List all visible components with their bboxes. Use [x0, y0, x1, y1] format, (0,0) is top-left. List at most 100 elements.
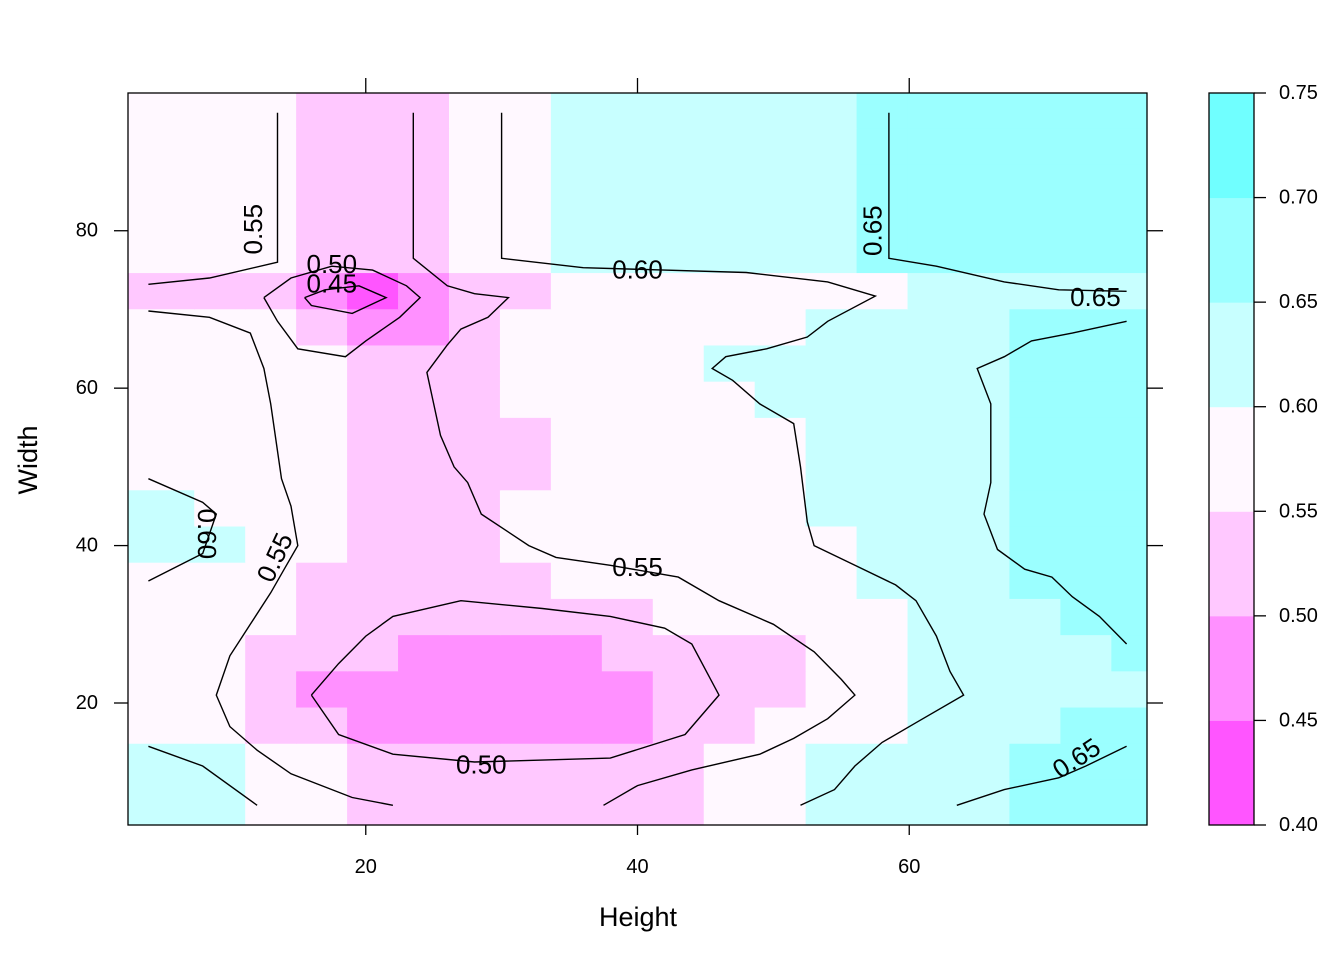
- heatmap-cell: [958, 453, 1011, 491]
- heatmap-cell: [1111, 489, 1148, 527]
- contour-line-0-65: [888, 112, 1127, 292]
- heatmap-cell: [805, 93, 858, 129]
- heatmap-cell: [448, 417, 501, 455]
- heatmap-cell: [398, 163, 450, 201]
- colorkey-label: 0.40: [1279, 814, 1318, 836]
- heatmap-cell: [194, 634, 246, 672]
- heatmap-cell: [703, 308, 756, 346]
- heatmap-cell: [907, 344, 960, 382]
- heatmap-cell: [805, 489, 858, 527]
- y-tick-label: 60: [76, 377, 98, 399]
- heatmap-cell: [296, 381, 348, 418]
- heatmap-cell: [194, 308, 246, 346]
- heatmap-cell: [1111, 127, 1148, 165]
- colorkey-swatch: [1209, 511, 1254, 617]
- heatmap-cell: [1060, 525, 1112, 563]
- heatmap-cell: [1111, 779, 1148, 826]
- colorkey-swatch: [1209, 720, 1254, 826]
- heatmap-cell: [601, 670, 654, 708]
- contour-label: 0.65: [1070, 282, 1121, 312]
- y-axis-title: Width: [13, 425, 43, 494]
- heatmap-cell: [499, 272, 552, 310]
- heatmap-cell: [448, 200, 501, 237]
- heatmap-cell: [703, 236, 756, 274]
- heatmap-cell: [128, 163, 195, 201]
- heatmap-cell: [194, 489, 246, 527]
- heatmap-cell: [805, 236, 858, 274]
- heatmap-cell: [754, 93, 807, 129]
- heatmap-cell: [194, 236, 246, 274]
- heatmap-cell: [448, 344, 501, 382]
- heatmap-cell: [550, 344, 603, 382]
- heatmap-cell: [601, 344, 654, 382]
- y-tick-label: 20: [76, 692, 98, 714]
- heatmap-cell: [754, 344, 807, 382]
- contour-label: 0.60: [192, 508, 222, 559]
- heatmap-cell: [1060, 308, 1112, 346]
- heatmap-cell: [1111, 381, 1148, 418]
- heatmap-cell: [245, 670, 297, 708]
- heatmap-cell: [398, 344, 450, 382]
- heatmap-cell: [805, 779, 858, 826]
- heatmap-cell: [1009, 743, 1061, 780]
- heatmap-cell: [347, 163, 399, 201]
- heatmap-cell: [805, 743, 858, 780]
- heatmap-cell: [194, 453, 246, 491]
- heatmap-cell: [907, 236, 960, 274]
- heatmap-cell: [754, 417, 807, 455]
- heatmap-cell: [856, 272, 909, 310]
- heatmap-cell: [958, 417, 1011, 455]
- heatmap-cell: [958, 127, 1011, 165]
- heatmap-cell: [499, 200, 552, 237]
- colorkey-swatch: [1209, 93, 1254, 199]
- heatmap-cell: [448, 453, 501, 491]
- contour-label: 0.55: [612, 552, 663, 582]
- contour-line-0-50: [310, 599, 720, 763]
- x-tick-label: 40: [626, 856, 648, 878]
- colorkey-swatch: [1209, 197, 1254, 303]
- heatmap-cell: [194, 127, 246, 165]
- heatmap-cell: [550, 127, 603, 165]
- heatmap-cell: [347, 308, 399, 346]
- heatmap-cell: [128, 200, 195, 237]
- heatmap-cell: [499, 417, 552, 455]
- heatmap-cell: [652, 706, 705, 744]
- heatmap-cell: [550, 200, 603, 237]
- heatmap-cell: [907, 525, 960, 563]
- heatmap-cell: [398, 562, 450, 599]
- heatmap-cell: [347, 598, 399, 636]
- contour-line-0-50: [263, 265, 422, 358]
- heatmap-cell: [1009, 670, 1061, 708]
- heatmap-cell: [550, 453, 603, 491]
- heatmap-cell: [1009, 453, 1061, 491]
- heatmap-cell: [652, 200, 705, 237]
- heatmap-cell: [601, 163, 654, 201]
- heatmap-cell: [1009, 525, 1061, 563]
- heatmap-cell: [754, 562, 807, 599]
- heatmap-cell: [1111, 344, 1148, 382]
- heatmap-cell: [550, 417, 603, 455]
- heatmap-cell: [245, 706, 297, 744]
- heatmap-cell: [703, 200, 756, 237]
- heatmap-cell: [550, 381, 603, 418]
- heatmap-cell: [296, 489, 348, 527]
- heatmap-cell: [958, 706, 1011, 744]
- heatmap-cell: [601, 525, 654, 563]
- heatmap-cell: [499, 706, 552, 744]
- heatmap-cell: [856, 308, 909, 346]
- heatmap-cell: [652, 489, 705, 527]
- heatmap-cell: [754, 779, 807, 826]
- heatmap-cell: [1060, 489, 1112, 527]
- heatmap-cell: [805, 308, 858, 346]
- heatmap-cell: [194, 562, 246, 599]
- heatmap-cell: [703, 779, 756, 826]
- heatmap-cells: [128, 93, 1148, 826]
- heatmap-cell: [128, 562, 195, 599]
- heatmap-cell: [958, 634, 1011, 672]
- heatmap-cell: [1060, 417, 1112, 455]
- heatmap-cell: [1009, 127, 1061, 165]
- heatmap-cell: [1060, 236, 1112, 274]
- heatmap-cell: [499, 670, 552, 708]
- heatmap-cell: [958, 200, 1011, 237]
